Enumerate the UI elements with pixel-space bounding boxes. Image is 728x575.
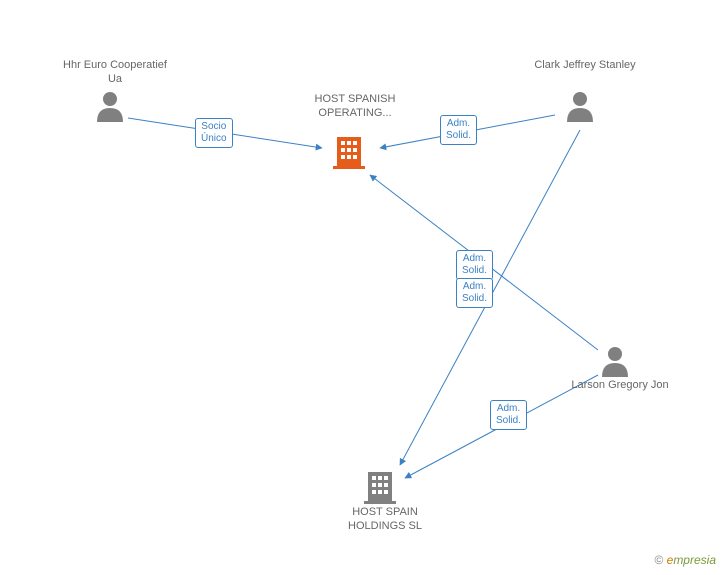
person-icon <box>600 345 630 382</box>
node-label-host-op: HOST SPANISH OPERATING... <box>295 92 415 121</box>
edge-label: Adm. Solid. <box>456 250 493 280</box>
edge-label: Adm. Solid. <box>440 115 477 145</box>
footer-credit: © empresia <box>654 553 716 567</box>
edge-label: Adm. Solid. <box>456 278 493 308</box>
node-label-hhr: Hhr Euro Cooperatief Ua <box>60 58 170 87</box>
copyright-symbol: © <box>654 553 663 567</box>
building-icon <box>333 135 365 174</box>
node-label-clark: Clark Jeffrey Stanley <box>530 58 640 72</box>
edge-label: Adm. Solid. <box>490 400 527 430</box>
node-label-larson: Larson Gregory Jon <box>565 378 675 392</box>
edge-label: Socio Único <box>195 118 233 148</box>
node-label-host-spain: HOST SPAIN HOLDINGS SL <box>325 505 445 534</box>
person-icon <box>95 90 125 127</box>
person-icon <box>565 90 595 127</box>
building-icon <box>364 470 396 509</box>
